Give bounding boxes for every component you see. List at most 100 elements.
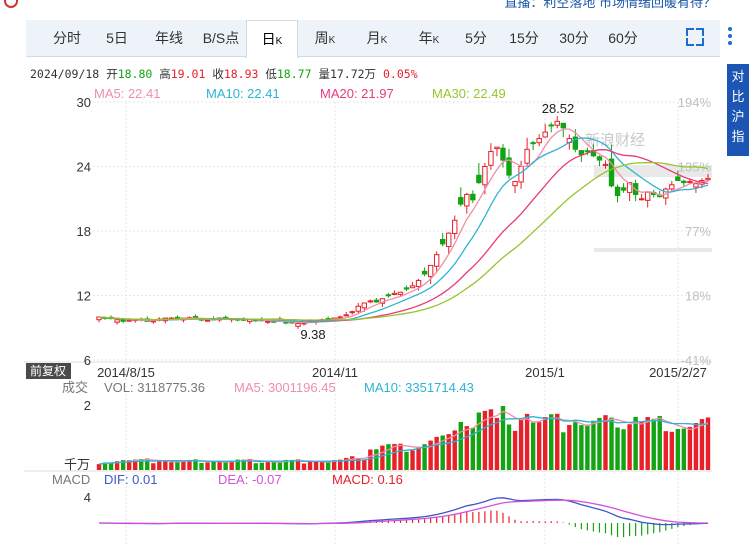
volume-bar <box>307 461 313 470</box>
y-tick-label: 6 <box>84 353 91 368</box>
volume-bar <box>380 445 385 470</box>
volume-bar <box>392 443 397 470</box>
macd-tick-label: 4 <box>84 490 91 505</box>
tab-bs-points[interactable]: B/S点 <box>202 30 240 46</box>
candle-body <box>705 177 711 181</box>
volume-bar <box>205 462 210 470</box>
tab-5day[interactable]: 5日 <box>106 30 128 46</box>
ma30-line <box>98 161 709 321</box>
low-annotation: 9.38 <box>300 327 325 342</box>
candle-body <box>446 232 452 248</box>
volume-bar <box>645 417 650 470</box>
candle-body <box>494 146 500 150</box>
candle-body <box>403 287 410 290</box>
candle-body <box>542 131 548 138</box>
candle-body <box>626 182 633 193</box>
candle-body <box>644 191 651 201</box>
volume-bar <box>561 432 566 470</box>
tab-5min[interactable]: 5分 <box>465 30 487 46</box>
volume-bar <box>428 440 433 470</box>
volume-bar <box>386 444 391 470</box>
ma10-legend: MA10: 22.41 <box>206 86 280 101</box>
volume-bar <box>325 461 331 470</box>
live-ticker-text[interactable]: 直播：利空落地 市场情绪回暖有待？ <box>504 0 716 10</box>
candle-body <box>584 150 591 153</box>
volume-bar <box>458 421 463 470</box>
volume-bar <box>567 424 572 470</box>
volume-bar <box>199 462 204 470</box>
candle-body <box>681 180 687 184</box>
volume-unit: 千万 <box>64 457 90 472</box>
high-annotation: 28.52 <box>542 101 575 116</box>
candle-body <box>602 163 609 166</box>
volume-bar <box>337 459 343 470</box>
tab-yearly-k[interactable]: 年K <box>418 30 440 46</box>
candle-body <box>367 300 374 303</box>
candle-body <box>614 186 621 197</box>
tab-daily-k[interactable]: 日K <box>246 20 298 58</box>
volume-ma5: MA5: 3001196.45 <box>234 380 336 395</box>
candle-body <box>464 193 470 207</box>
volume-bar <box>585 424 590 470</box>
candle-body <box>482 166 488 186</box>
candle-body <box>452 219 458 235</box>
tab-30min[interactable]: 30分 <box>559 30 589 46</box>
adjust-tag-bg[interactable] <box>26 363 71 379</box>
candle-body <box>295 322 301 327</box>
candle-body <box>596 156 603 161</box>
volume-bar <box>470 427 476 470</box>
ma5-legend: MA5: 22.41 <box>94 86 161 101</box>
tab-monthly-k[interactable]: 月K <box>366 30 388 46</box>
candle-body <box>361 302 368 309</box>
candle-body <box>638 198 645 201</box>
volume-bar <box>223 461 228 470</box>
candle-body <box>536 138 542 144</box>
volume-bar <box>494 417 500 470</box>
y-tick-label: 12 <box>77 289 91 304</box>
volume-bar <box>169 462 174 470</box>
tab-60min[interactable]: 60分 <box>608 30 638 46</box>
compare-index-button[interactable]: 对比沪指 <box>727 64 749 156</box>
fullscreen-icon[interactable] <box>686 28 704 46</box>
volume-bar <box>151 463 156 470</box>
x-tick-label: 2014/8/15 <box>97 365 155 380</box>
volume-bar <box>434 436 439 470</box>
candle-body <box>409 285 416 289</box>
volume-bar <box>319 461 325 470</box>
volume-bar <box>591 420 596 470</box>
macd-dea: DEA: -0.07 <box>218 472 282 487</box>
candle-body <box>669 184 675 190</box>
volume-bar <box>536 422 542 470</box>
volume-bar <box>187 459 192 470</box>
volume-bar <box>157 461 162 470</box>
pct-tick-label: -41% <box>681 353 712 368</box>
volume-bar <box>313 461 319 470</box>
macd-label: MACD <box>52 472 90 487</box>
more-options-icon[interactable] <box>726 25 734 49</box>
ohlc-info-line: 2024/09/18 开18.80 高19.01 收18.93 低18.77 量… <box>30 67 418 81</box>
tab-year-line[interactable]: 年线 <box>155 30 183 46</box>
volume-bar <box>114 461 120 470</box>
candle-body <box>349 311 355 314</box>
volume-bar <box>374 449 379 470</box>
volume-bar <box>693 423 699 470</box>
tab-weekly-k[interactable]: 周K <box>314 30 336 46</box>
adjust-tag[interactable]: 前复权 <box>30 363 66 378</box>
top-ticker-strip: 直播：利空落地 市场情绪回暖有待？ <box>0 0 756 10</box>
dea-line <box>99 499 708 525</box>
volume-bar <box>211 461 216 470</box>
candle-body <box>120 319 126 322</box>
tab-15min[interactable]: 15分 <box>509 30 539 46</box>
volume-bar <box>446 434 451 470</box>
volume-bar <box>271 461 277 470</box>
volume-bar <box>621 429 626 470</box>
candle-body <box>427 264 434 278</box>
volume-bar <box>579 425 584 470</box>
volume-label: 成交 <box>62 380 88 395</box>
tab-intraday[interactable]: 分时 <box>53 30 81 46</box>
candle-body <box>337 316 343 319</box>
candle-body <box>373 299 380 303</box>
info-change: 0.05% <box>383 67 418 81</box>
watermark-band <box>594 165 712 177</box>
